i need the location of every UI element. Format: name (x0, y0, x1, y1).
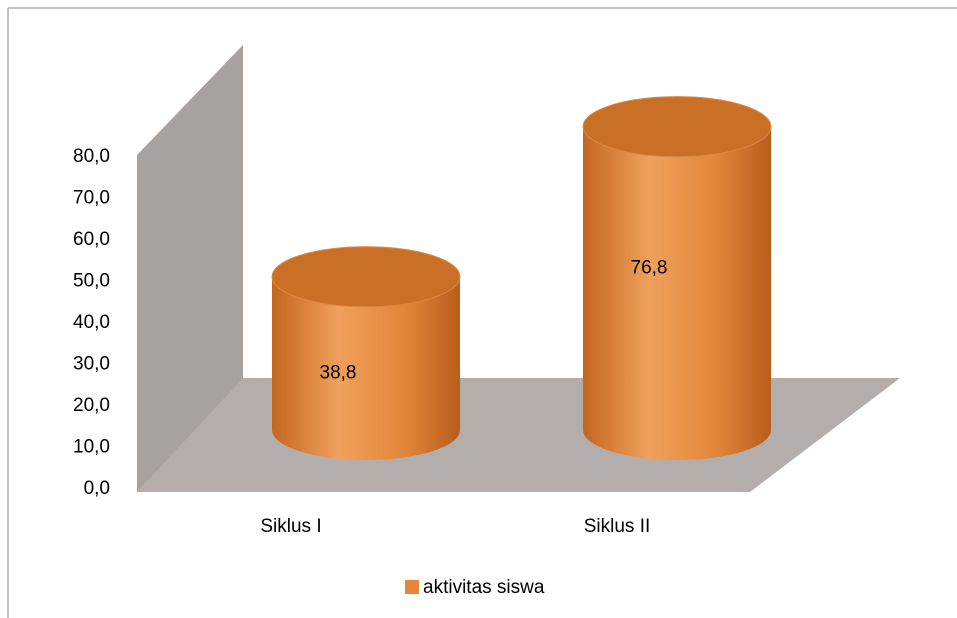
y-tick-label: 0,0 (84, 478, 110, 499)
bar-top (583, 97, 771, 157)
y-tick-label: 70,0 (73, 188, 110, 209)
legend-label: aktivitas siswa (423, 577, 545, 598)
x-tick-label: Siklus II (584, 516, 651, 537)
y-tick-label: 60,0 (73, 229, 110, 250)
y-tick-label: 80,0 (73, 146, 110, 167)
y-tick-label: 50,0 (73, 271, 110, 292)
bar (583, 127, 771, 460)
y-tick-label: 40,0 (73, 312, 110, 333)
data-label: 76,8 (631, 257, 668, 278)
x-tick-label: Siklus I (260, 516, 321, 537)
y-tick-label: 30,0 (73, 354, 110, 375)
y-tick-label: 20,0 (73, 395, 110, 416)
y-tick-label: 10,0 (73, 437, 110, 458)
legend-swatch (405, 580, 419, 594)
chart: 0,0 10,0 20,0 30,0 40,0 50,0 60,0 70,0 80,0 Siklu… (0, 0, 957, 618)
data-label: 38,8 (320, 362, 357, 383)
bar-top (272, 247, 460, 307)
floor (137, 378, 900, 492)
